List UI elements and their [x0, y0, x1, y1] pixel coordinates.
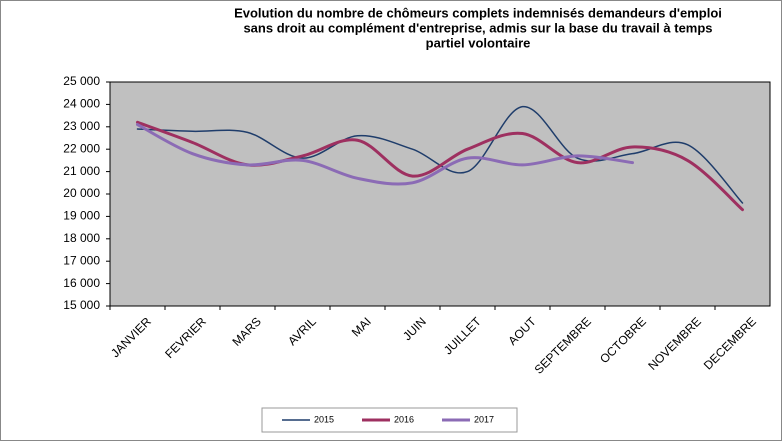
legend-label: 2017 — [474, 414, 494, 424]
chart-title: sans droit au complément d'entreprise, a… — [243, 20, 712, 35]
y-tick-label: 22 000 — [63, 141, 100, 155]
y-tick-label: 16 000 — [63, 276, 100, 290]
y-tick-label: 19 000 — [63, 209, 100, 223]
chart-title: Evolution du nombre de chômeurs complets… — [234, 5, 722, 20]
plot-area — [109, 81, 771, 307]
y-tick-label: 15 000 — [63, 298, 100, 312]
y-tick-label: 25 000 — [63, 74, 100, 88]
y-tick-label: 20 000 — [63, 186, 100, 200]
y-tick-label: 24 000 — [63, 97, 100, 111]
chart-title: partiel volontaire — [426, 35, 531, 50]
legend-label: 2016 — [394, 414, 414, 424]
series-line — [136, 105, 744, 204]
y-tick-label: 23 000 — [63, 119, 100, 133]
series-line — [136, 123, 634, 186]
legend-label: 2015 — [314, 414, 334, 424]
y-tick-label: 18 000 — [63, 231, 100, 245]
y-tick-label: 17 000 — [63, 253, 100, 267]
y-tick-label: 21 000 — [63, 164, 100, 178]
